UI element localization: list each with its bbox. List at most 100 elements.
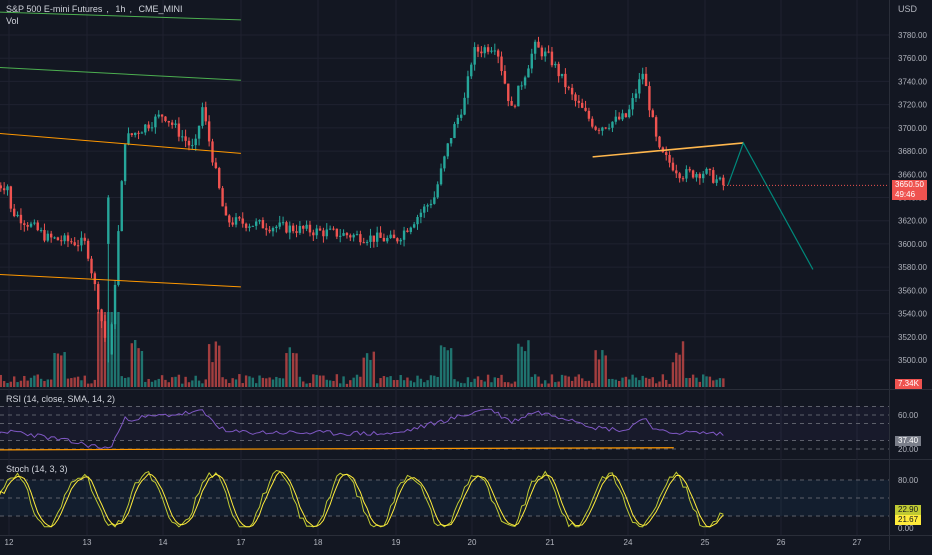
x-tick-label: 26 [777, 538, 786, 547]
volume-bar [638, 380, 641, 387]
candle-body [517, 85, 520, 107]
candle-body [567, 87, 570, 89]
volume-bar [396, 379, 399, 387]
projection-path [727, 141, 814, 270]
volume-bar [285, 353, 288, 387]
candle-body [302, 225, 305, 229]
candle-body [382, 237, 386, 242]
candle-body [211, 141, 214, 163]
volume-bar [275, 376, 278, 387]
volume-bar [144, 381, 147, 387]
volume-bar [244, 375, 248, 387]
candle-body [433, 197, 436, 204]
volume-bar [597, 359, 601, 387]
volume-bar [339, 383, 342, 387]
x-tick-label: 21 [546, 538, 555, 547]
candle-body [409, 227, 412, 232]
candle-body [248, 226, 251, 228]
candle-body [443, 156, 446, 169]
volume-bar [587, 380, 591, 387]
x-tick-label: 17 [237, 538, 246, 547]
volume-bar [681, 341, 685, 387]
y-tick-label: 3600.00 [898, 240, 927, 249]
candle-body [352, 234, 355, 238]
volume-legend[interactable]: Vol [6, 16, 19, 26]
candle-body [698, 173, 702, 179]
stoch-pane[interactable] [0, 469, 889, 528]
candle-body [254, 221, 258, 226]
candle-body [147, 124, 150, 129]
candle-body [634, 93, 638, 99]
volume-bar [80, 380, 83, 387]
candle-body [29, 223, 33, 227]
volume-pane[interactable] [0, 312, 725, 387]
candle-body [473, 47, 476, 65]
candle-body [278, 222, 281, 227]
volume-bar [43, 381, 46, 387]
currency-label[interactable]: USD [898, 4, 918, 14]
rsi-legend[interactable]: RSI (14, close, SMA, 14, 2) [6, 394, 116, 404]
candle-body [207, 121, 211, 142]
candle-body [342, 233, 345, 236]
volume-bar [23, 375, 26, 387]
candle-body [224, 206, 228, 216]
volume-bar [140, 350, 144, 387]
candle-body [449, 137, 453, 144]
volume-bar [628, 379, 631, 387]
candle-body [123, 144, 127, 182]
stoch-k-tag: 22.90 [895, 505, 922, 515]
candle-body [486, 47, 490, 52]
y-tick-label: 3740.00 [898, 77, 927, 86]
volume-bar [305, 383, 308, 387]
candle-body [234, 217, 238, 225]
candle-body [510, 101, 513, 106]
candle-body [160, 114, 164, 117]
candle-body [396, 238, 399, 242]
volume-bar [322, 375, 325, 387]
candle-body [712, 170, 715, 183]
volume-bar [436, 376, 439, 387]
volume-bar [211, 362, 214, 387]
candle-body [231, 222, 234, 225]
volume-bar [580, 378, 584, 387]
volume-bar [463, 383, 466, 387]
volume-bar [496, 378, 500, 387]
volume-bar [708, 376, 712, 387]
volume-bar [308, 382, 312, 387]
y-tick-label: 3580.00 [898, 263, 927, 272]
volume-bar [362, 357, 365, 387]
volume-bar [392, 380, 396, 387]
volume-bar [665, 379, 668, 387]
candle-body [60, 240, 63, 242]
candle-body [507, 83, 510, 102]
candle-body [187, 140, 191, 146]
volume-bar [389, 376, 392, 387]
volume-bar [533, 374, 537, 387]
volume-bar [160, 375, 164, 387]
volume-bar [49, 379, 53, 387]
stoch-legend[interactable]: Stoch (14, 3, 3) [6, 464, 68, 474]
volume-bar [325, 379, 328, 387]
volume-bar [248, 376, 251, 387]
volume-bar [100, 312, 103, 387]
volume-bar [218, 345, 221, 387]
volume-bar [550, 374, 554, 387]
candle-body [13, 208, 16, 217]
volume-bar [103, 312, 107, 387]
candle-body [140, 132, 144, 134]
candle-body [513, 105, 517, 107]
candle-body [238, 217, 241, 219]
volume-bar [201, 383, 204, 387]
x-tick-label: 25 [701, 538, 710, 547]
volume-bar [234, 379, 238, 387]
volume-bar [520, 346, 523, 387]
x-tick-label: 24 [624, 538, 633, 547]
candle-body [184, 136, 187, 141]
candle-body [332, 228, 335, 230]
rsi-pane[interactable] [0, 406, 889, 451]
chart-header[interactable]: S&P 500 E-mini Futures, 1h, CME_MINI [6, 4, 183, 14]
candle-body [80, 237, 83, 246]
volume-bar [705, 376, 708, 387]
volume-bar [722, 378, 725, 387]
